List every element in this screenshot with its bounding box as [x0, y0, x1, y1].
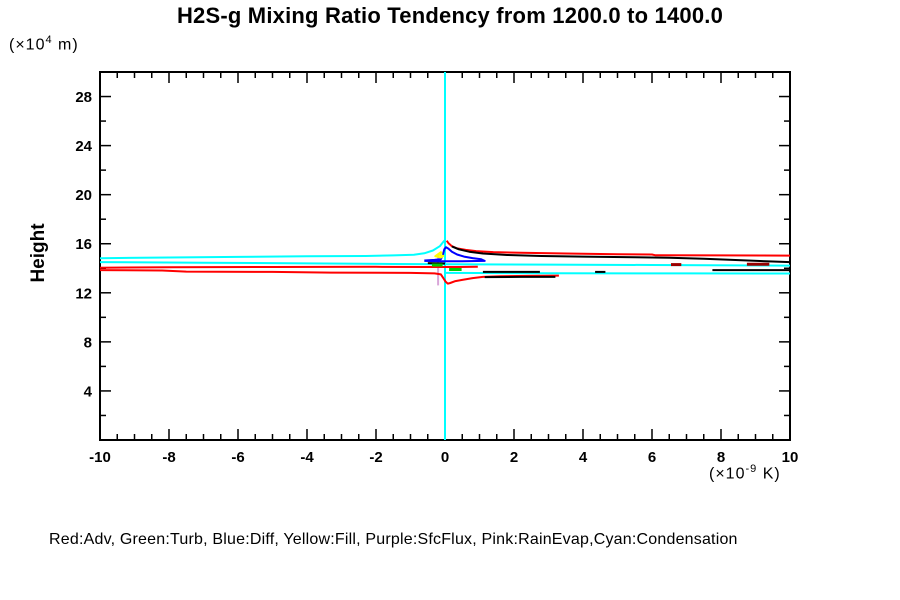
y-tick-label: 12: [75, 285, 92, 302]
series-adv-peak-right: [445, 240, 791, 257]
y-axis-unit-label: (×104 m): [9, 34, 79, 54]
x-tick-label: -6: [231, 449, 244, 466]
x-axis-unit-label: (×10-9 K): [709, 463, 781, 483]
y-tick-label: 28: [75, 89, 92, 106]
y-tick-label: 20: [75, 187, 92, 204]
y-unit-close: m): [52, 36, 79, 54]
x-tick-label: 10: [782, 449, 799, 466]
y-tick-label: 8: [84, 334, 92, 351]
x-tick-label: 4: [579, 449, 588, 466]
y-tick-label: 16: [75, 236, 92, 253]
y-tick-label: 4: [84, 383, 93, 400]
chart-title: H2S-g Mixing Ratio Tendency from 1200.0 …: [176, 3, 724, 28]
x-tick-label: 2: [510, 449, 518, 466]
y-tick-label: 24: [75, 138, 92, 155]
series-total-mid-left-dash: [427, 262, 446, 265]
series-condensation-mid: [99, 261, 791, 267]
series-adv-lower: [99, 269, 559, 285]
x-tick-label: 6: [648, 449, 656, 466]
x-tick-label: -8: [162, 449, 175, 466]
series-condensation-lower: [444, 271, 791, 275]
x-unit-open: (×10: [709, 465, 746, 483]
legend-text: Red:Adv, Green:Turb, Blue:Diff, Yellow:F…: [49, 531, 738, 548]
x-tick-label: -4: [300, 449, 314, 466]
series-fill-squiggle: [434, 250, 445, 259]
x-unit-exponent: -9: [745, 463, 758, 475]
y-unit-open: (×10: [9, 36, 46, 54]
x-tick-label: 0: [441, 449, 449, 466]
x-tick-label: -10: [89, 449, 111, 466]
x-tick-label: -2: [369, 449, 382, 466]
series-total-upper-right: [451, 245, 791, 264]
series-condensation-upper: [99, 239, 446, 260]
y-unit-exponent: 4: [45, 34, 53, 46]
x-tick-label: 8: [717, 449, 725, 466]
x-unit-close: K): [757, 465, 781, 483]
series-adv-upper-left: [99, 265, 478, 269]
